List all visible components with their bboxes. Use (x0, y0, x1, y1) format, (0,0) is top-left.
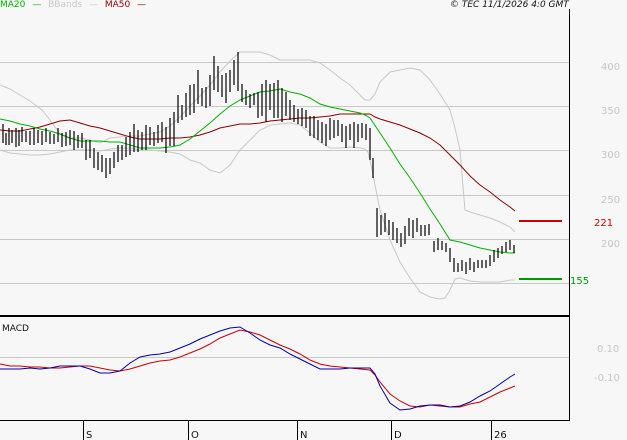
support-value: 155 (570, 276, 589, 287)
bband-upper (0, 51, 516, 233)
legend-ma20: MA20 — (0, 0, 42, 10)
legend-bbands: BBands — (48, 0, 98, 10)
legend-ma50-label: MA50 (104, 0, 131, 10)
x-tick-oct: O (191, 430, 199, 440)
macd-line (0, 326, 516, 411)
y-label-350: 350 (601, 106, 620, 117)
y-label-250: 250 (601, 195, 620, 206)
legend-ma20-label: MA20 (0, 0, 26, 10)
price-y-axis: 400 350 300 250 200 (601, 62, 620, 250)
legend-ma50: MA50 — (104, 0, 147, 10)
macd-y-label-neg: -0.10 (594, 373, 620, 384)
chart-legend: MA20 — BBands — MA50 — (0, 0, 150, 12)
ma50-line (0, 113, 516, 212)
copyright-timestamp: © TEC 11/1/2026 4:0 GMT (450, 0, 569, 10)
resistance-value: 221 (594, 218, 613, 229)
ma20-line (0, 88, 515, 254)
ohlc-bars (2, 52, 515, 274)
x-tick-jan26: 26 (494, 430, 507, 440)
y-label-400: 400 (601, 62, 620, 73)
bollinger-bands (0, 51, 516, 300)
price-gridlines (0, 62, 569, 284)
bband-lower (0, 122, 515, 300)
y-label-300: 300 (601, 150, 620, 161)
x-axis (83, 421, 492, 440)
legend-bbands-label: BBands (48, 0, 83, 10)
macd-title: MACD (2, 324, 29, 334)
macd-signal-line (0, 329, 516, 408)
x-tick-dec: D (394, 430, 402, 440)
x-tick-sep: S (86, 430, 92, 440)
macd-y-label-pos: 0.10 (597, 344, 619, 355)
x-axis-labels: S O N D 26 (86, 430, 507, 440)
x-tick-nov: N (300, 430, 307, 440)
y-label-200: 200 (601, 239, 620, 250)
